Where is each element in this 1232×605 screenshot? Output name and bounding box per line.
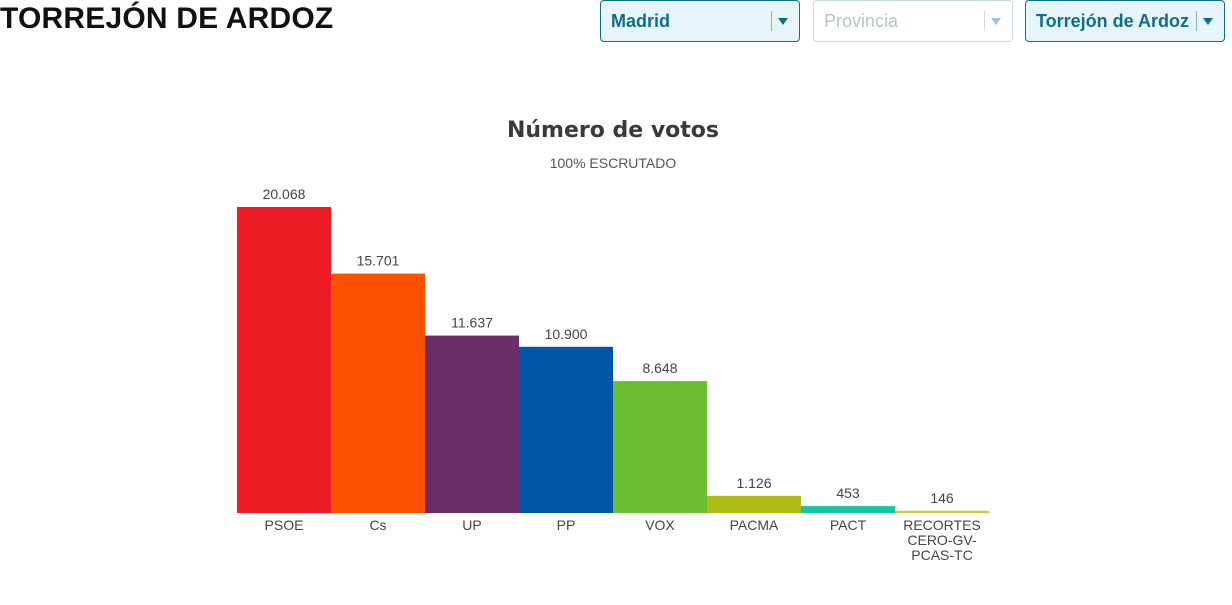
- page-title: TORREJÓN DE ARDOZ: [0, 2, 334, 35]
- bar-value-label: 8.648: [642, 360, 677, 376]
- comunidad-select[interactable]: Madrid: [600, 0, 800, 42]
- select-separator: [1196, 11, 1197, 31]
- category-label: PACMA: [730, 517, 779, 533]
- category-label: UP: [462, 517, 481, 533]
- municipio-select[interactable]: Torrejón de Ardoz: [1025, 0, 1225, 42]
- bar-psoe: [237, 207, 331, 513]
- provincia-select-placeholder: Provincia: [824, 10, 899, 31]
- select-separator: [984, 11, 985, 31]
- category-label: PACT: [830, 517, 867, 533]
- municipio-select-value: Torrejón de Ardoz: [1036, 10, 1189, 31]
- chart-subtitle: 100% ESCRUTADO: [550, 155, 677, 171]
- provincia-select[interactable]: Provincia: [813, 0, 1013, 42]
- bar-up: [425, 335, 519, 513]
- chart-title: Número de votos: [507, 118, 719, 143]
- bar-pp: [519, 346, 613, 513]
- bar-vox: [613, 381, 707, 513]
- bar-value-label: 146: [930, 490, 954, 506]
- bar-value-label: 15.701: [357, 253, 400, 269]
- bar-value-label: 20.068: [263, 186, 306, 202]
- category-label: PP: [557, 517, 576, 533]
- category-label: VOX: [645, 517, 675, 533]
- bar-value-label: 10.900: [545, 326, 588, 342]
- category-label: Cs: [369, 517, 386, 533]
- category-label: PSOE: [265, 517, 304, 533]
- bar-cs: [331, 273, 425, 513]
- category-label: RECORTES CERO-GV-PCAS-TC: [903, 517, 981, 563]
- bar-value-label: 453: [836, 485, 860, 501]
- chevron-down-icon[interactable]: [778, 17, 788, 25]
- select-separator: [771, 11, 772, 31]
- bar-value-label: 1.126: [736, 475, 771, 491]
- bar-value-label: 11.637: [451, 315, 493, 331]
- comunidad-select-value: Madrid: [611, 10, 671, 31]
- chevron-down-icon[interactable]: [1203, 17, 1213, 25]
- bar-pacma: [707, 495, 801, 513]
- chevron-down-icon[interactable]: [991, 17, 1001, 25]
- bar-recortes-cero-gv-pcas-tc: [895, 510, 989, 513]
- bar-pact: [801, 506, 895, 513]
